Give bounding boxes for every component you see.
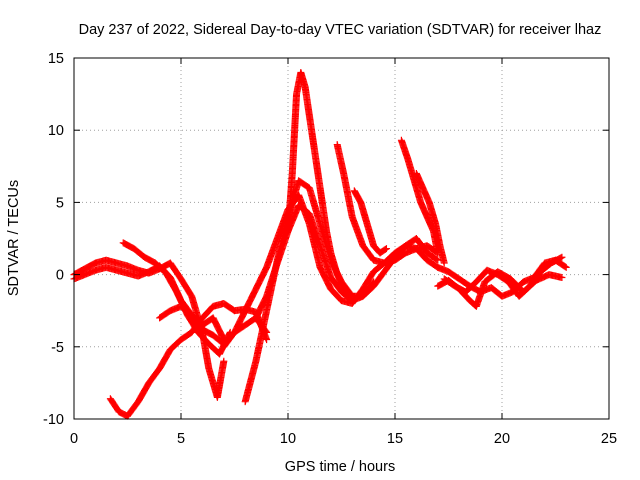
- x-tick-label: 10: [280, 431, 296, 447]
- data-point-marker: [220, 357, 228, 365]
- series-9: [284, 68, 356, 300]
- series-13: [412, 170, 448, 267]
- data-point-marker: [382, 245, 390, 253]
- grid-lines: [74, 58, 609, 419]
- x-tick-label: 15: [387, 431, 403, 447]
- data-point-marker: [347, 291, 355, 299]
- y-tick-labels: -10 -5 0 5 10 15: [43, 51, 64, 428]
- x-tick-label: 25: [601, 431, 617, 447]
- series-11: [350, 187, 390, 257]
- x-axis-label: GPS time / hours: [285, 459, 395, 475]
- data-point-marker: [369, 279, 377, 287]
- data-point-marker: [348, 292, 356, 300]
- x-tick-label: 20: [494, 431, 510, 447]
- x-tick-labels: 0 5 10 15 20 25: [70, 431, 617, 447]
- series-10: [333, 141, 442, 267]
- data-point-marker: [381, 245, 389, 253]
- y-tick-label: 5: [56, 195, 64, 211]
- y-axis-label: SDTVAR / TECUs: [6, 180, 22, 296]
- data-point-marker: [433, 255, 441, 263]
- series-6: [220, 191, 442, 351]
- x-tick-label: 0: [70, 431, 78, 447]
- y-tick-label: 0: [56, 268, 64, 284]
- data-point-marker: [558, 273, 566, 281]
- y-tick-label: 15: [48, 51, 64, 67]
- plot-frame: [73, 57, 610, 420]
- chart-title: Day 237 of 2022, Sidereal Day-to-day VTE…: [79, 22, 602, 38]
- data-point-marker: [561, 263, 569, 271]
- data-point-marker: [263, 336, 271, 344]
- data-points: [70, 68, 570, 420]
- data-point-marker: [562, 263, 570, 271]
- y-tick-label: -5: [51, 340, 64, 356]
- series-16: [434, 268, 566, 310]
- y-tick-label: 10: [48, 123, 64, 139]
- data-point-marker: [440, 259, 448, 267]
- series-8: [252, 201, 378, 322]
- axis-ticks: [73, 57, 610, 420]
- data-point-marker: [370, 278, 378, 286]
- data-point-marker: [558, 253, 566, 261]
- x-tick-label: 5: [177, 431, 185, 447]
- y-tick-label: -10: [43, 412, 64, 428]
